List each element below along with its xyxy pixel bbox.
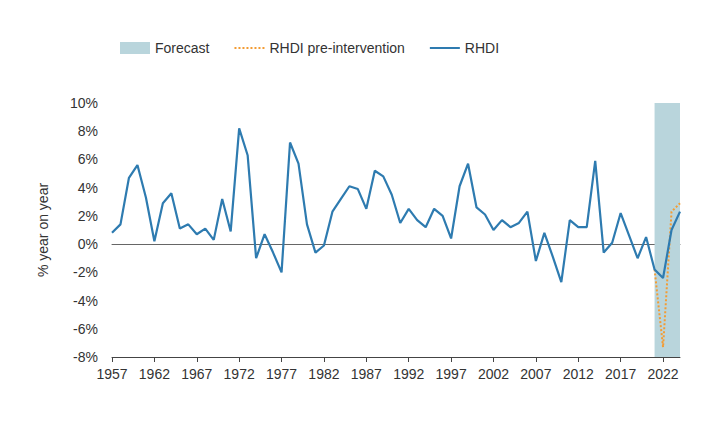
svg-text:2017: 2017 xyxy=(605,366,636,382)
svg-text:1957: 1957 xyxy=(96,366,127,382)
svg-text:RHDI: RHDI xyxy=(465,40,499,56)
svg-text:-6%: -6% xyxy=(73,321,98,337)
svg-text:10%: 10% xyxy=(70,95,98,111)
svg-text:-2%: -2% xyxy=(73,264,98,280)
svg-text:2007: 2007 xyxy=(520,366,551,382)
svg-text:1972: 1972 xyxy=(224,366,255,382)
svg-text:-4%: -4% xyxy=(73,293,98,309)
svg-text:-8%: -8% xyxy=(73,349,98,365)
svg-text:1992: 1992 xyxy=(393,366,424,382)
svg-text:2002: 2002 xyxy=(478,366,509,382)
svg-text:2012: 2012 xyxy=(563,366,594,382)
svg-text:1962: 1962 xyxy=(139,366,170,382)
svg-text:RHDI pre-intervention: RHDI pre-intervention xyxy=(269,40,404,56)
svg-text:4%: 4% xyxy=(78,180,98,196)
svg-text:Forecast: Forecast xyxy=(155,40,210,56)
svg-text:2%: 2% xyxy=(78,208,98,224)
svg-text:6%: 6% xyxy=(78,151,98,167)
svg-text:1982: 1982 xyxy=(308,366,339,382)
svg-text:1997: 1997 xyxy=(436,366,467,382)
svg-text:1967: 1967 xyxy=(181,366,212,382)
svg-text:1977: 1977 xyxy=(266,366,297,382)
svg-text:8%: 8% xyxy=(78,123,98,139)
svg-text:0%: 0% xyxy=(78,236,98,252)
svg-text:2022: 2022 xyxy=(647,366,678,382)
svg-text:1987: 1987 xyxy=(351,366,382,382)
svg-text:% year on year: % year on year xyxy=(35,183,51,277)
